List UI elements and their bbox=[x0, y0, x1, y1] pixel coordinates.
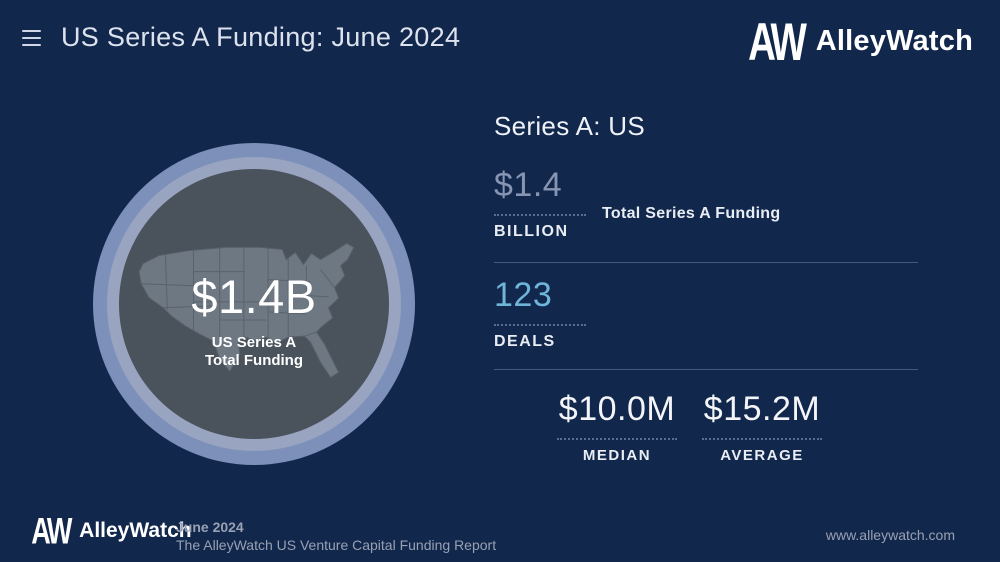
footer-report-info: June 2024 The AlleyWatch US Venture Capi… bbox=[176, 518, 496, 554]
stat-median: $10.0M MEDIAN bbox=[557, 390, 677, 464]
stat-deals-value: 123 bbox=[494, 276, 586, 326]
circle-badge: $1.4B US Series A Total Funding bbox=[119, 169, 389, 439]
circle-badge-outer-ring: $1.4B US Series A Total Funding bbox=[93, 143, 415, 465]
panel-heading: Series A: US bbox=[494, 111, 645, 141]
alleywatch-logo-footer: AW AlleyWatch bbox=[27, 509, 192, 552]
alleywatch-monogram-icon: AW bbox=[31, 509, 72, 552]
divider-2 bbox=[494, 369, 918, 370]
stat-average-value: $15.2M bbox=[702, 390, 822, 440]
stat-average: $15.2M AVERAGE bbox=[702, 390, 822, 464]
stat-average-label: AVERAGE bbox=[720, 447, 804, 464]
stat-total-funding: $1.4 BILLION bbox=[494, 166, 586, 241]
badge-caption-line2: Total Funding bbox=[204, 352, 304, 369]
brand-name: AlleyWatch bbox=[815, 25, 973, 57]
badge-caption-line1: US Series A bbox=[211, 334, 297, 351]
badge-total-funding-value: $1.4B bbox=[191, 270, 317, 323]
us-map-icon bbox=[138, 242, 355, 379]
stat-total-funding-unit: BILLION bbox=[494, 223, 569, 240]
alleywatch-logo-header: AW AlleyWatch bbox=[742, 11, 973, 72]
stat-total-funding-value: $1.4 bbox=[494, 166, 586, 216]
badge-text-group: $1.4B US Series A Total Funding bbox=[119, 269, 389, 370]
page-title: US Series A Funding: June 2024 bbox=[61, 22, 461, 52]
stat-median-value: $10.0M bbox=[557, 390, 677, 440]
badge-caption: US Series A Total Funding bbox=[119, 334, 389, 370]
divider-1 bbox=[494, 262, 918, 263]
stat-median-label: MEDIAN bbox=[582, 447, 652, 464]
stat-total-funding-note: Total Series A Funding bbox=[602, 205, 781, 222]
circle-badge-mid-ring: $1.4B US Series A Total Funding bbox=[107, 157, 401, 451]
hamburger-menu-icon[interactable] bbox=[22, 30, 41, 46]
footer-website-link[interactable]: www.alleywatch.com bbox=[825, 527, 955, 543]
footer-period: June 2024 bbox=[176, 519, 244, 535]
stat-deals-unit: DEALS bbox=[494, 333, 556, 350]
brand-name: AlleyWatch bbox=[79, 518, 192, 542]
alleywatch-monogram-icon: AW bbox=[748, 11, 807, 72]
footer-report-title: The AlleyWatch US Venture Capital Fundin… bbox=[176, 537, 497, 553]
stat-deals: 123 DEALS bbox=[494, 276, 586, 351]
